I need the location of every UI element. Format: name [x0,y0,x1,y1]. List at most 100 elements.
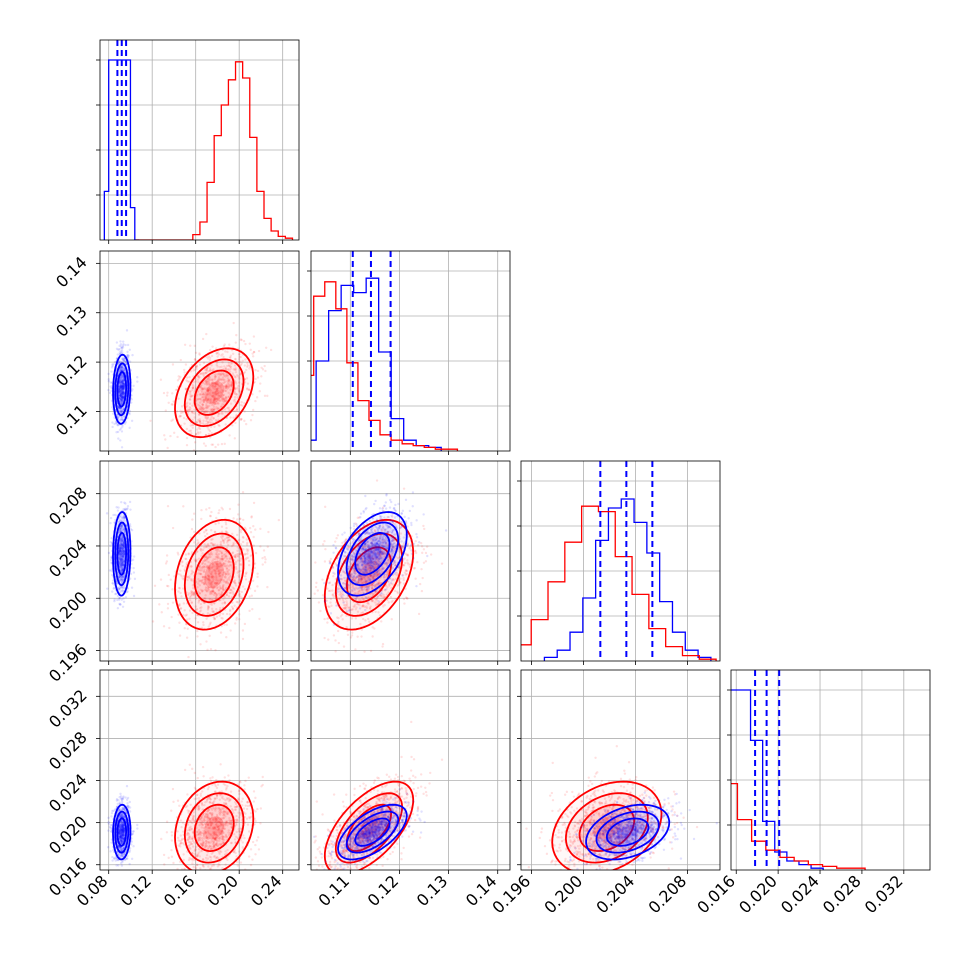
scatter-point [119,384,122,387]
scatter-point [121,556,124,559]
scatter-point [195,364,199,368]
scatter-point [243,553,247,556]
scatter-point [380,553,384,556]
scatter-point [119,551,123,554]
scatter-point [116,606,120,610]
scatter-point [251,607,254,611]
scatter-point [206,410,209,413]
scatter-point [121,408,124,411]
scatter-point [213,399,216,402]
scatter-point [111,579,115,582]
scatter-point [121,344,125,347]
scatter-point [215,363,218,367]
scatter-point [352,605,355,608]
scatter-point [191,386,195,390]
scatter-point [122,396,125,399]
scatter-point [406,553,410,556]
scatter-point [342,601,345,604]
scatter-point [119,603,122,606]
scatter-point [402,564,406,567]
scatter-point [120,379,124,382]
scatter-point [392,538,395,541]
scatter-point [205,383,209,386]
scatter-point [228,356,232,359]
scatter-point [374,556,377,559]
scatter-point [121,418,124,421]
scatter-point [357,539,360,543]
scatter-point [193,441,197,444]
scatter-point [119,560,122,563]
scatter-point [214,391,217,395]
scatter-point [223,387,226,391]
scatter-point [117,520,121,524]
scatter-point [237,375,240,378]
scatter-point [214,555,218,559]
scatter-point [378,559,381,563]
scatter-point [357,579,360,583]
scatter-point [223,601,226,604]
scatter-point [203,386,206,390]
scatter-point [122,391,125,394]
scatter-point [232,587,236,590]
scatter-point [227,364,231,367]
scatter-point [334,650,337,653]
scatter-point [230,544,234,548]
scatter-point [374,525,377,529]
scatter-point [184,388,188,391]
scatter-point [130,586,134,589]
scatter-point [376,602,379,605]
scatter-point [327,605,330,608]
scatter-point [236,407,239,410]
scatter-point [225,373,228,377]
scatter-point [160,611,163,614]
scatter-point [232,541,235,545]
scatter-point [404,573,407,576]
scatter-point [369,605,372,608]
scatter-point [367,602,370,606]
scatter-point [122,518,126,521]
scatter-point [164,409,167,412]
scatter-point [219,391,223,394]
scatter-point [222,541,226,544]
scatter-point [210,552,213,555]
scatter-point [216,582,219,585]
scatter-point [319,609,322,613]
scatter-point [239,360,242,363]
scatter-point [199,548,202,551]
scatter-point [222,355,225,359]
scatter-point [184,622,188,626]
scatter-point [229,591,233,595]
scatter-point [120,547,124,550]
scatter-point [216,365,219,368]
scatter-point [178,621,181,624]
scatter-point [195,608,198,612]
scatter-point [121,389,124,392]
scatter-point [214,397,218,401]
scatter-point [379,568,382,571]
scatter-point [196,550,199,553]
scatter-point [328,605,331,609]
scatter-point [370,559,373,563]
scatter-point [385,563,389,566]
scatter-point [118,351,121,354]
scatter-point [226,411,229,414]
scatter-point [219,579,222,582]
scatter-point [337,620,340,624]
scatter-point [206,586,210,589]
scatter-point [206,397,210,401]
scatter-point [202,565,205,568]
scatter-point [375,479,379,482]
scatter-point [118,551,121,555]
scatter-point [198,591,201,595]
scatter-point [215,352,218,355]
scatter-point [372,563,375,566]
scatter-point [378,552,382,555]
scatter-point [404,498,408,502]
scatter-point [215,567,219,571]
scatter-point [343,531,346,534]
scatter-point [212,544,215,547]
scatter-point [214,591,217,595]
scatter-point [207,380,211,383]
scatter-point [201,387,204,390]
scatter-point [367,556,371,559]
